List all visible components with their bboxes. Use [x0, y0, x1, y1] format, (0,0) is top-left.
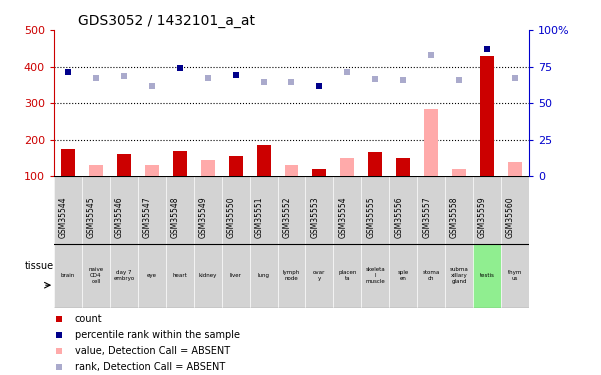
Text: eye: eye — [147, 273, 157, 278]
Bar — [424, 109, 438, 176]
Text: testis: testis — [480, 273, 495, 278]
Bar — [334, 244, 361, 308]
Text: skeleta
l
muscle: skeleta l muscle — [365, 267, 385, 284]
Bar — [480, 56, 494, 176]
Text: brain: brain — [61, 273, 75, 278]
Text: ovar
y: ovar y — [313, 270, 326, 281]
Bar — [361, 244, 389, 308]
Bar — [166, 244, 194, 308]
Bar — [340, 158, 355, 176]
Text: GSM35555: GSM35555 — [366, 197, 375, 238]
Bar — [89, 165, 103, 176]
Text: tissue: tissue — [25, 261, 54, 271]
Text: placen
ta: placen ta — [338, 270, 356, 281]
Bar — [396, 158, 410, 176]
Bar — [313, 169, 326, 176]
Bar — [110, 244, 138, 308]
Bar — [54, 244, 82, 308]
Bar — [389, 244, 417, 308]
Bar — [305, 244, 334, 308]
Bar — [173, 151, 187, 176]
Bar — [278, 244, 305, 308]
Text: liver: liver — [230, 273, 242, 278]
Bar — [452, 169, 466, 176]
Bar — [222, 244, 249, 308]
Text: value, Detection Call = ABSENT: value, Detection Call = ABSENT — [75, 346, 230, 356]
Bar — [508, 162, 522, 176]
Text: GSM35559: GSM35559 — [478, 197, 487, 238]
Text: GSM35552: GSM35552 — [282, 197, 291, 238]
Text: heart: heart — [172, 273, 187, 278]
Bar — [82, 244, 110, 308]
Text: GSM35549: GSM35549 — [199, 197, 208, 238]
Text: thym
us: thym us — [508, 270, 522, 281]
Bar — [368, 153, 382, 176]
Bar — [257, 145, 270, 176]
Text: GSM35553: GSM35553 — [310, 197, 319, 238]
Text: GSM35551: GSM35551 — [255, 197, 264, 238]
Text: GSM35560: GSM35560 — [506, 197, 515, 238]
Bar — [445, 244, 473, 308]
Bar — [145, 165, 159, 176]
Text: GSM35554: GSM35554 — [338, 197, 347, 238]
Text: GSM35545: GSM35545 — [87, 197, 96, 238]
Text: GSM35557: GSM35557 — [422, 197, 431, 238]
Text: GSM35558: GSM35558 — [450, 197, 459, 238]
Text: kidney: kidney — [198, 273, 217, 278]
Text: count: count — [75, 314, 102, 324]
Bar — [473, 244, 501, 308]
Text: GSM35556: GSM35556 — [394, 197, 403, 238]
Text: GSM35544: GSM35544 — [59, 197, 68, 238]
Bar — [138, 244, 166, 308]
Text: GSM35546: GSM35546 — [115, 197, 124, 238]
Text: lung: lung — [258, 273, 270, 278]
Text: sple
en: sple en — [398, 270, 409, 281]
Bar — [501, 244, 529, 308]
Text: GSM35550: GSM35550 — [227, 197, 236, 238]
Bar — [117, 154, 131, 176]
Text: percentile rank within the sample: percentile rank within the sample — [75, 330, 240, 340]
Text: naive
CD4
cell: naive CD4 cell — [88, 267, 103, 284]
Text: GDS3052 / 1432101_a_at: GDS3052 / 1432101_a_at — [78, 13, 255, 28]
Bar — [228, 156, 243, 176]
Text: subma
xillary
gland: subma xillary gland — [450, 267, 469, 284]
Bar — [61, 149, 75, 176]
Text: lymph
node: lymph node — [283, 270, 300, 281]
Text: GSM35548: GSM35548 — [171, 197, 180, 238]
Bar — [417, 244, 445, 308]
Text: stoma
ch: stoma ch — [423, 270, 440, 281]
Text: GSM35547: GSM35547 — [143, 197, 152, 238]
Bar — [284, 165, 299, 176]
Bar — [201, 160, 215, 176]
Text: rank, Detection Call = ABSENT: rank, Detection Call = ABSENT — [75, 362, 225, 372]
Text: day 7
embryo: day 7 embryo — [113, 270, 135, 281]
Bar — [194, 244, 222, 308]
Bar — [249, 244, 278, 308]
